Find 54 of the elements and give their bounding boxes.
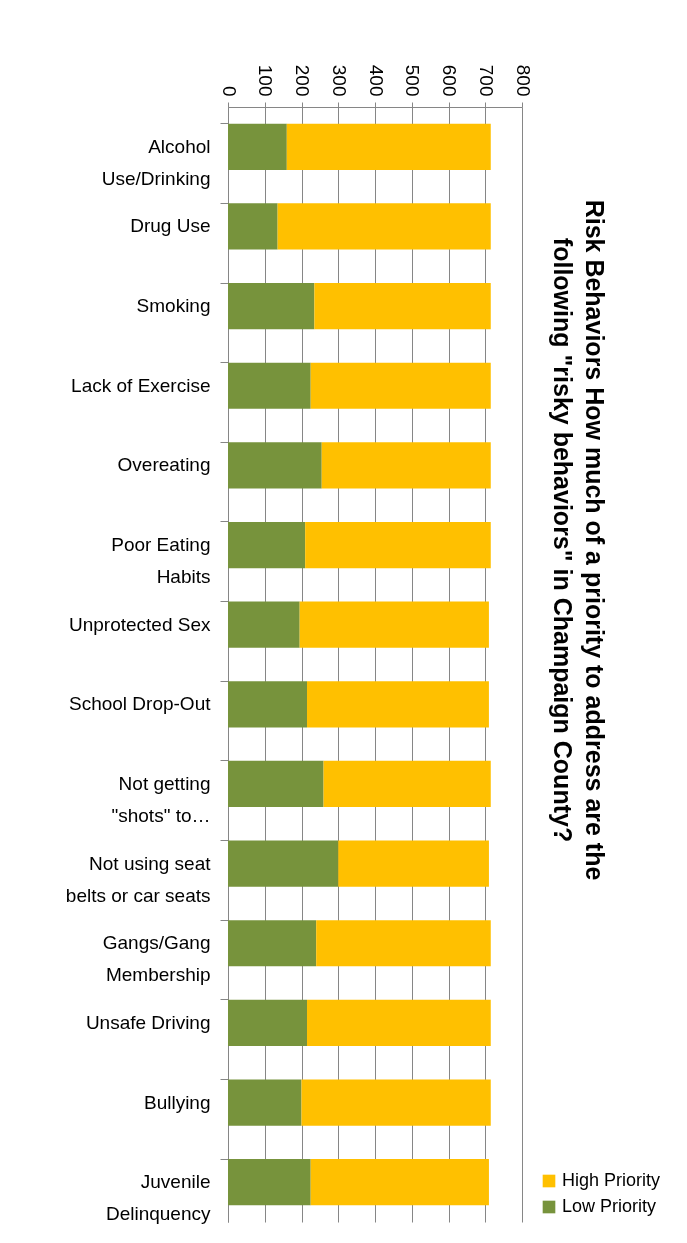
bar [277, 203, 491, 250]
bar [228, 999, 308, 1046]
bar [228, 283, 315, 330]
y-tick-label: Smoking [136, 295, 211, 317]
y-tick-label: Unsafe Driving [85, 1011, 211, 1033]
bar [228, 362, 311, 409]
bar [307, 681, 489, 728]
y-tick-label: Juvenile Delinquency [105, 1171, 211, 1225]
x-tick-label: 800 [512, 64, 534, 97]
y-tick-label: Alcohol Use/Drinking [101, 135, 211, 189]
bar [323, 760, 491, 808]
bar [228, 442, 322, 489]
legend-label: Low Priority [562, 1196, 657, 1216]
bar [228, 1079, 302, 1126]
y-tick-label: Not getting "shots" to… [111, 772, 211, 826]
bar [228, 840, 339, 887]
bar [228, 760, 324, 808]
y-tick-label: Lack of Exercise [71, 374, 211, 396]
bar [301, 1079, 491, 1126]
bar [228, 601, 300, 648]
y-tick-label: Gangs/Gang Membership [102, 932, 211, 986]
bar [228, 521, 306, 569]
y-tick-label: Not using seat belts or car seats [65, 852, 212, 906]
y-tick-label: Drug Use [130, 215, 211, 237]
bar [228, 1159, 311, 1206]
y-tick-label: Unprotected Sex [68, 613, 211, 635]
y-tick-label: Poor Eating Habits [111, 534, 211, 588]
bar [310, 1159, 489, 1206]
bar [307, 999, 491, 1046]
bar [310, 362, 491, 409]
bar [228, 203, 278, 250]
x-tick-label: 400 [365, 64, 387, 97]
bar [305, 521, 491, 569]
x-tick-label: 0 [218, 85, 240, 97]
y-tick-label: Bullying [143, 1091, 211, 1113]
text: Risk Behaviors How much of a priority to address are the following "risky behaviors" in Champaign County? [549, 199, 609, 881]
bar [228, 681, 308, 728]
bar [316, 920, 491, 967]
x-tick-label: 600 [439, 64, 460, 97]
y-tick-label: School Drop-Out [68, 693, 212, 715]
y-tick-label: Overeating [117, 454, 211, 476]
bar [321, 442, 491, 489]
x-tick-label: 700 [475, 64, 497, 97]
x-tick-label: 500 [402, 64, 424, 97]
x-tick-label: 100 [255, 64, 277, 97]
x-tick-label: 200 [292, 64, 313, 97]
bar [228, 123, 287, 170]
bar [338, 840, 489, 887]
x-tick-label: 300 [328, 64, 350, 97]
legend-label: High Priority [562, 1170, 661, 1190]
bar [228, 920, 317, 967]
bar [299, 601, 489, 648]
bar [314, 283, 491, 330]
bar [286, 123, 491, 170]
